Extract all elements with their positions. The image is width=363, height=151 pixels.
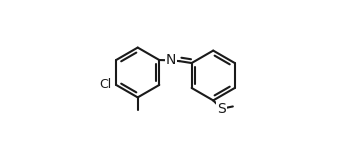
Text: N: N (166, 53, 176, 67)
Text: Cl: Cl (99, 78, 111, 92)
Text: S: S (217, 102, 226, 116)
